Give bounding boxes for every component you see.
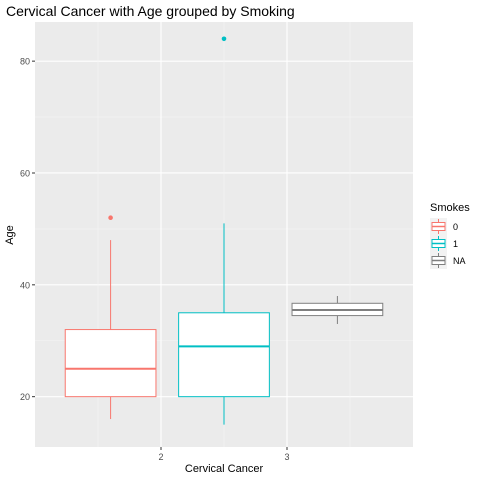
- outlier-point: [108, 215, 113, 221]
- box-body: [178, 312, 270, 398]
- x-tick-label: 2: [158, 452, 163, 462]
- box-0: [64, 215, 157, 420]
- y-tick-label: 40: [20, 280, 30, 290]
- y-tick-label: 20: [20, 392, 30, 402]
- legend-entry-1: 1: [430, 235, 458, 252]
- box-1: [178, 36, 270, 425]
- legend-entry-NA: NA: [430, 252, 466, 269]
- grid: [35, 22, 413, 447]
- box-body: [64, 329, 157, 398]
- chart-title: Cervical Cancer with Age grouped by Smok…: [6, 3, 295, 19]
- x-axis-label: Cervical Cancer: [185, 463, 264, 475]
- legend-title: Smokes: [430, 202, 470, 214]
- legend: Smokes 0 1 NA: [430, 202, 470, 269]
- y-axis: 20 40 60 80: [20, 57, 35, 402]
- outlier-point: [221, 36, 227, 42]
- box-NA: [291, 296, 384, 324]
- y-tick-label: 60: [20, 168, 30, 178]
- legend-label: 0: [453, 222, 458, 232]
- legend-entry-0: 0: [430, 218, 458, 235]
- y-axis-label: Age: [4, 225, 16, 245]
- x-tick-label: 3: [284, 452, 289, 462]
- y-tick-label: 80: [20, 57, 30, 67]
- legend-label: NA: [453, 256, 466, 266]
- legend-label: 1: [453, 239, 458, 249]
- boxes: [64, 36, 384, 425]
